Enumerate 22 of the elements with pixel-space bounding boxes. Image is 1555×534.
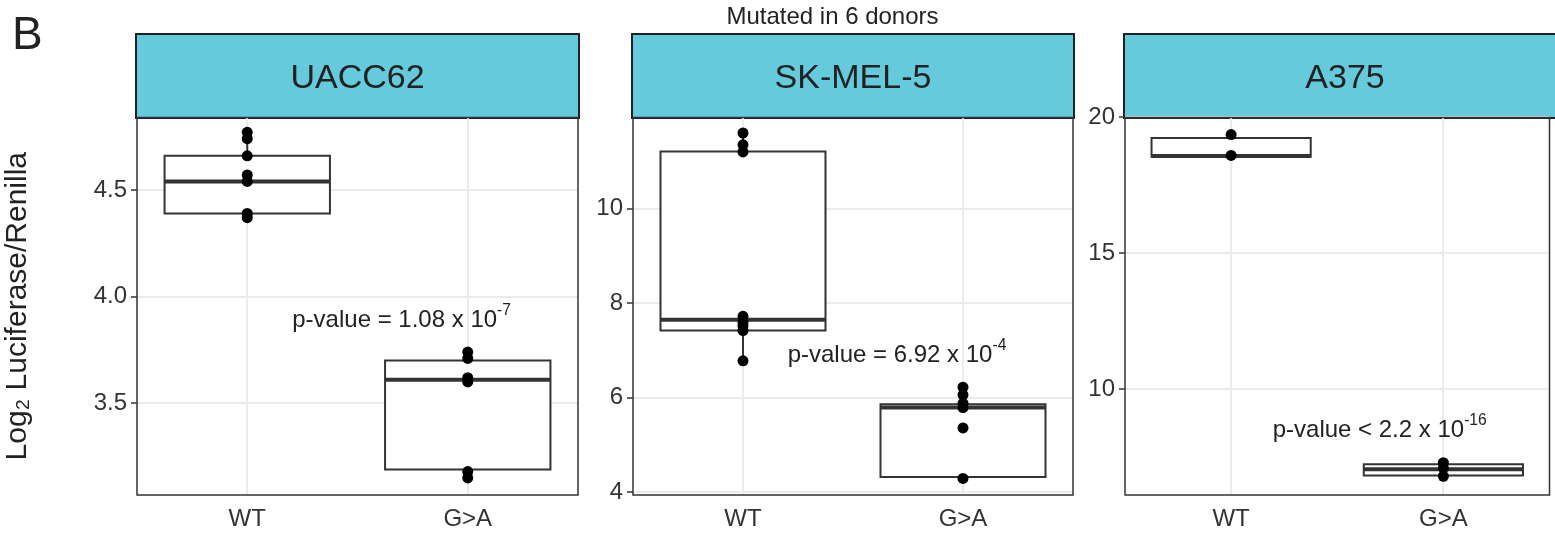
y-tick-label: 4.5 — [93, 174, 127, 202]
text: B — [12, 6, 43, 60]
x-tick-label: WT — [1212, 504, 1251, 532]
y-tick-label: 15 — [1088, 237, 1115, 265]
x-tick-label: G>A — [938, 504, 988, 532]
panel-header: SK-MEL-5 — [631, 33, 1075, 119]
y-tick-label: 6 — [609, 382, 623, 410]
y-tick-label: 4.0 — [93, 281, 127, 309]
text: Mutated in 6 donors — [725, 2, 940, 30]
y-tick-label: 10 — [1088, 373, 1115, 401]
y-axis-title: Log₂ Luciferase/Renilla — [0, 151, 33, 461]
y-tick-label: 4 — [609, 476, 623, 504]
panel-header: UACC62 — [135, 33, 580, 119]
y-tick-label: 8 — [609, 287, 623, 315]
x-tick-label: G>A — [1419, 504, 1468, 532]
x-tick-label: G>A — [443, 504, 493, 532]
x-tick-label: WT — [724, 504, 762, 532]
y-tick-label: 10 — [596, 193, 623, 221]
panel-header: A375 — [1123, 33, 1555, 119]
y-tick-label: 3.5 — [93, 387, 127, 415]
x-tick-label: WT — [228, 504, 267, 532]
y-tick-label: 20 — [1088, 102, 1115, 130]
